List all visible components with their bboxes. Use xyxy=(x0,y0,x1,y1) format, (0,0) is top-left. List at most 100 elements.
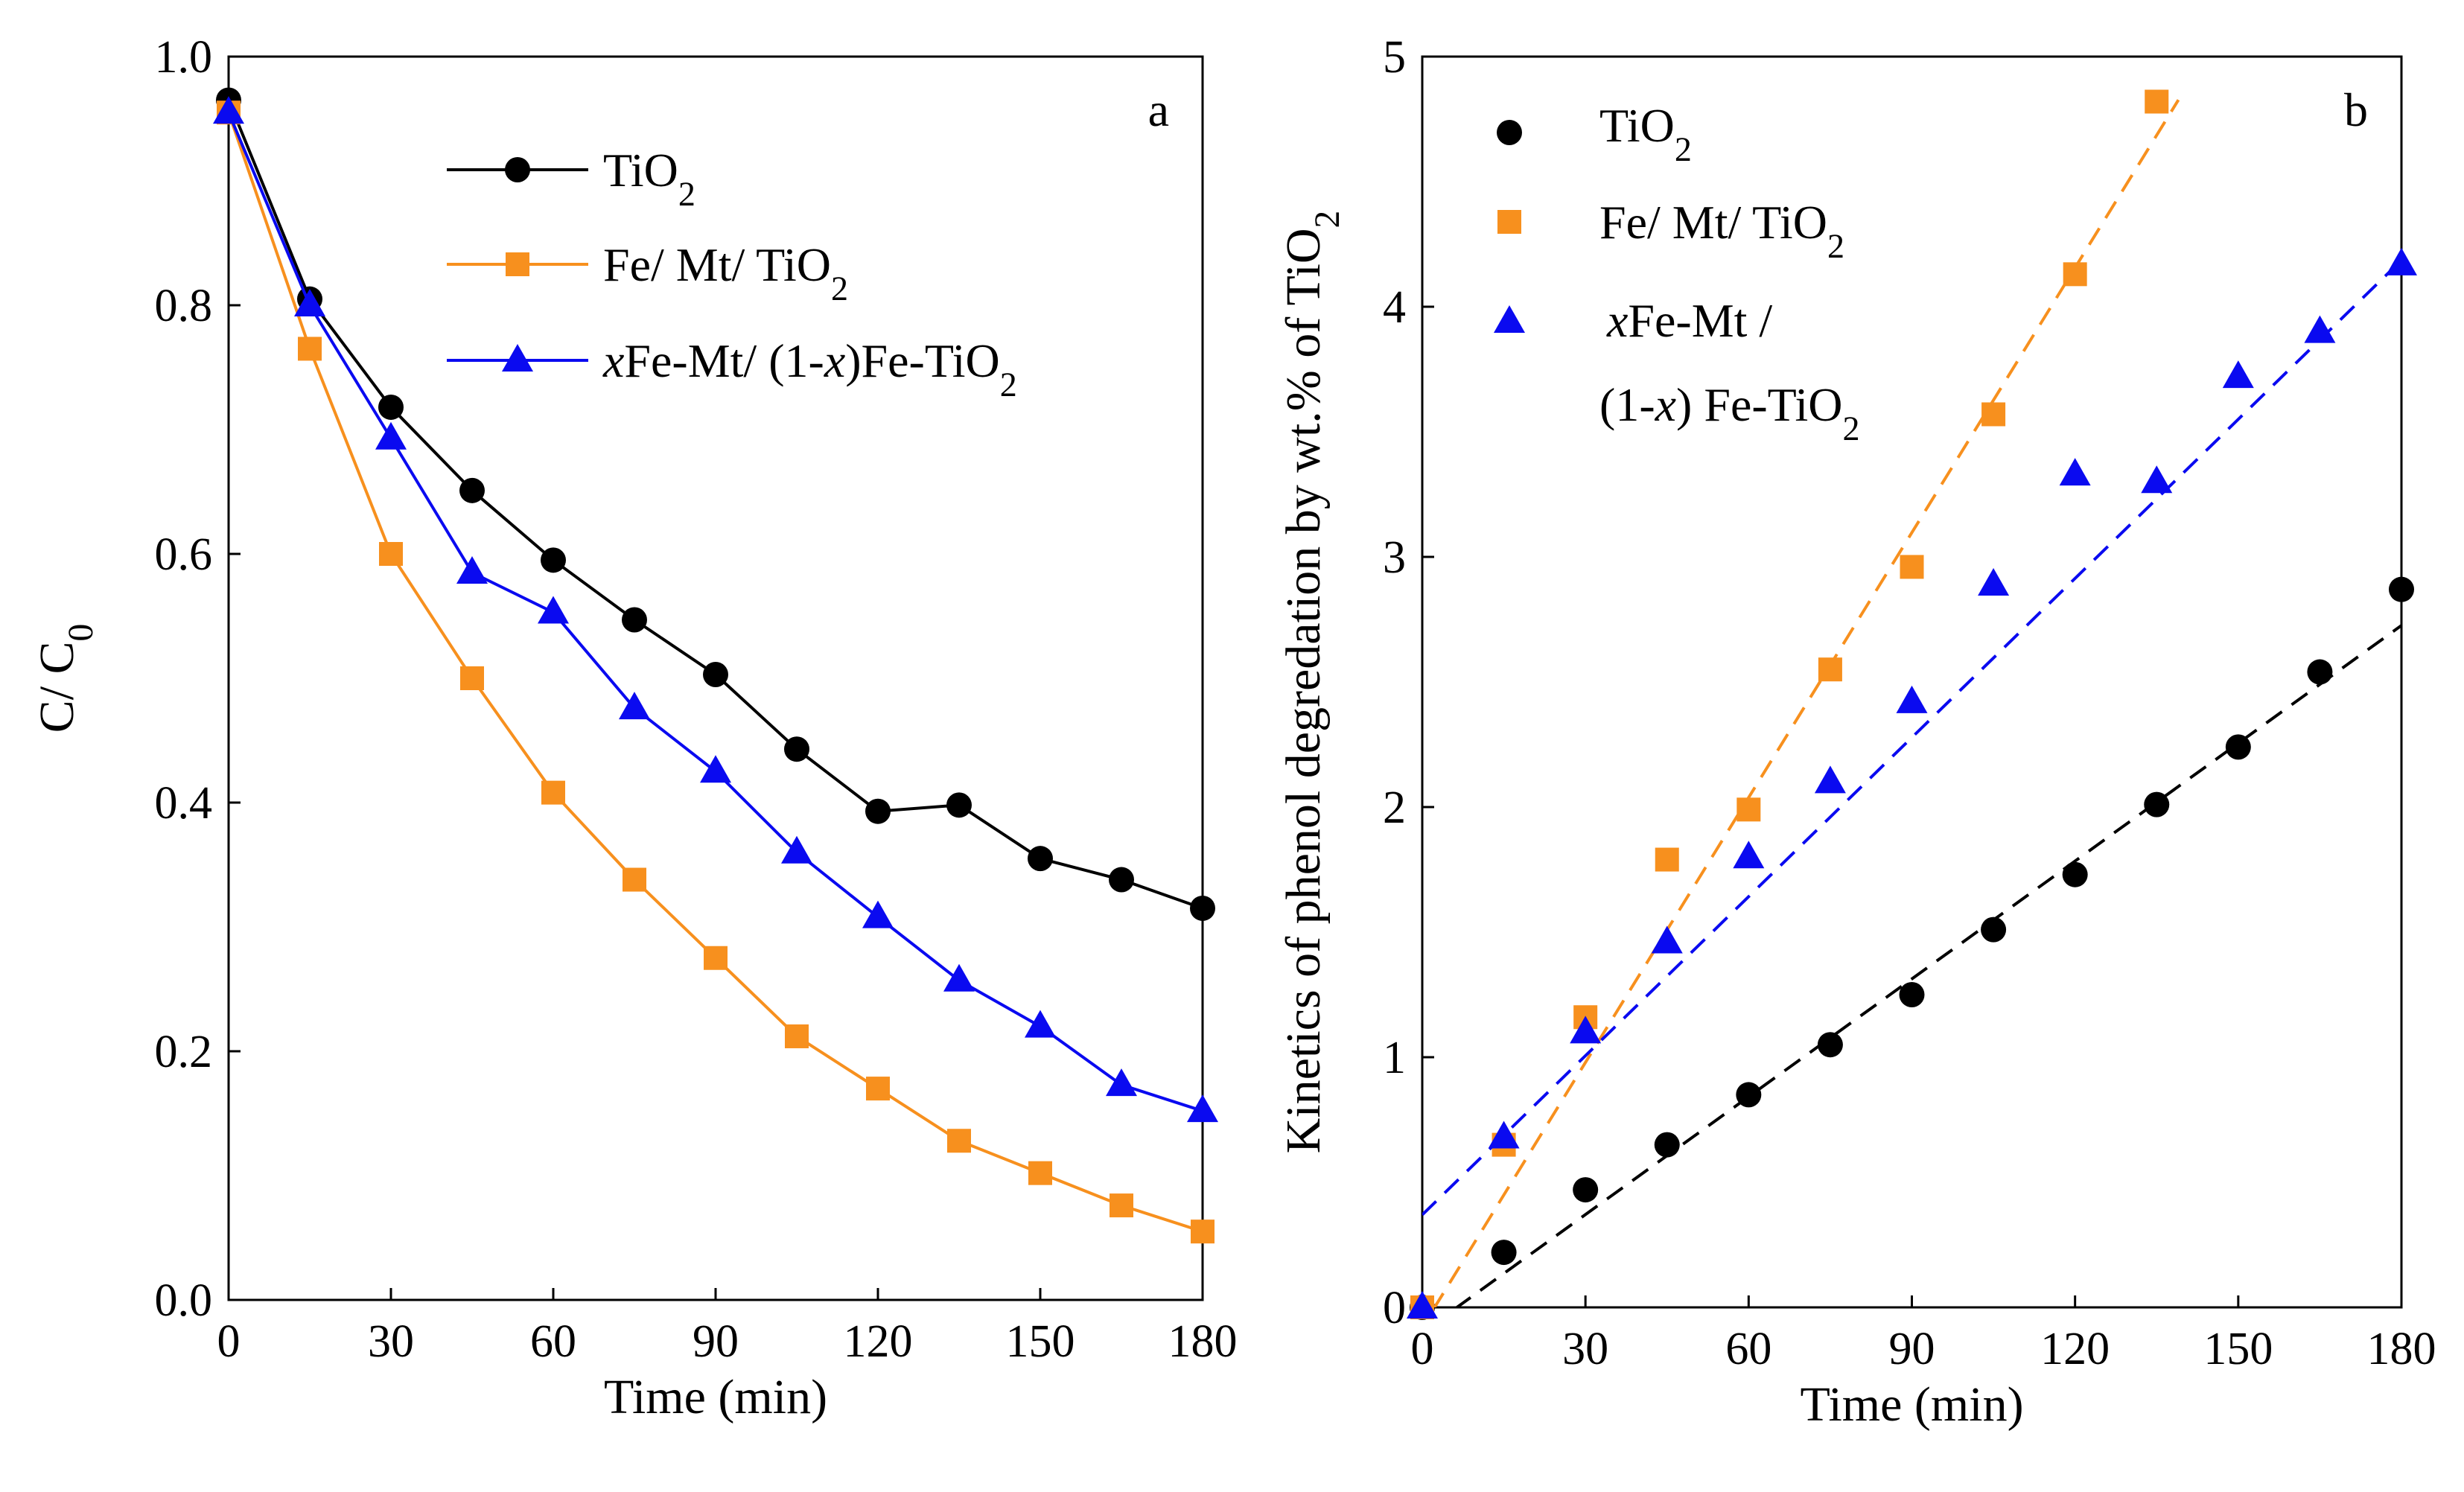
b-series-0 xyxy=(1410,576,2414,1320)
b-data-point xyxy=(2222,360,2254,389)
b-y-tick-label: 4 xyxy=(1383,282,1406,333)
b-x-tick-label: 60 xyxy=(1725,1324,1771,1374)
b-x-tick-label: 0 xyxy=(1411,1324,1434,1374)
a-data-point xyxy=(294,289,325,316)
b-data-point xyxy=(2141,465,2173,494)
b-fit-line xyxy=(1433,99,2180,1307)
a-legend-entry-1-text: Fe/ Mt/ TiO2 xyxy=(603,238,848,307)
a-data-point xyxy=(459,477,485,503)
b-data-point xyxy=(2386,247,2417,275)
b-series-1 xyxy=(1410,89,2180,1319)
b-data-point xyxy=(1900,555,1924,579)
a-x-axis-label: Time (min) xyxy=(604,1370,827,1424)
a-data-point xyxy=(784,736,809,762)
b-legend-entry-2-line-0-italic-var: x xyxy=(1606,294,1628,347)
a-data-point xyxy=(622,607,647,633)
a-y-axis-label: C/ C0 xyxy=(30,624,101,733)
b-legend-entry-0-line-0-main: TiO xyxy=(1599,99,1675,152)
a-series-line xyxy=(227,99,1203,910)
b-y-axis-label-main: Kinetics of phenol degredation by wt.% o… xyxy=(1276,228,1331,1153)
b-panel-label: b xyxy=(2344,83,2368,136)
a-legend-entry-1-main: Fe/ Mt/ TiO xyxy=(603,238,831,291)
b-x-tick-label: 150 xyxy=(2203,1324,2273,1374)
a-data-point xyxy=(1109,867,1134,893)
b-y-tick-label: 3 xyxy=(1383,532,1406,583)
b-y-tick-label: 2 xyxy=(1383,782,1406,833)
b-x-axis-label: Time (min) xyxy=(1800,1377,2023,1432)
a-data-point xyxy=(862,900,894,928)
a-data-point xyxy=(456,556,488,584)
a-data-point xyxy=(375,421,407,450)
a-series-2 xyxy=(213,96,1218,1123)
a-legend-marker xyxy=(505,157,530,182)
a-data-point xyxy=(866,1077,890,1101)
b-plot-frame xyxy=(1421,55,2403,1309)
a-series-1 xyxy=(217,101,1215,1244)
a-data-point xyxy=(946,792,972,818)
b-legend-entry-2-line-1-post: ) Fe-TiO xyxy=(1676,378,1842,431)
b-legend-entry-2-line-1-main: (1- xyxy=(1599,378,1655,431)
b-x-tick-label: 180 xyxy=(2367,1324,2436,1374)
a-data-point xyxy=(947,1129,971,1153)
b-data-point xyxy=(1981,402,2006,427)
b-data-point xyxy=(1570,1016,1602,1044)
a-data-point xyxy=(781,835,812,864)
b-data-point xyxy=(1654,1132,1680,1158)
a-data-point xyxy=(460,666,484,690)
b-data-point xyxy=(2145,89,2169,114)
a-y-tick-label: 0.8 xyxy=(155,281,213,331)
a-legend-entry-2-subscript: 2 xyxy=(1000,366,1017,404)
a-legend-entry-2-post: )Fe-TiO xyxy=(845,334,999,387)
a-series-0 xyxy=(216,87,1215,921)
a-y-tick-label: 0.0 xyxy=(155,1275,213,1326)
b-data-point xyxy=(2144,791,2170,817)
b-data-point xyxy=(1733,841,1765,869)
b-legend-entry-1-line-0-main: Fe/ Mt/ TiO xyxy=(1599,196,1827,249)
a-data-point xyxy=(703,661,728,687)
b-legend-marker xyxy=(1494,305,1525,333)
b-data-point xyxy=(2225,734,2251,760)
a-data-point xyxy=(1025,1010,1056,1038)
a-legend-entry-2-main: Fe-Mt/ (1- xyxy=(624,334,824,387)
a-x-tick-label: 90 xyxy=(693,1316,739,1367)
b-data-point xyxy=(2307,659,2333,685)
a-x-tick-label: 60 xyxy=(530,1316,576,1367)
a-data-point xyxy=(541,547,566,573)
b-data-point xyxy=(1981,916,2007,943)
a-legend-entry-0-text: TiO2 xyxy=(603,144,695,213)
b-data-point xyxy=(2059,458,2091,486)
a-legend-entry-1-subscript: 2 xyxy=(831,270,848,307)
b-data-point xyxy=(1814,765,1846,794)
b-legend-entry-1-line-0-subscript: 2 xyxy=(1827,227,1844,265)
a-x-tick-label: 180 xyxy=(1168,1316,1238,1367)
a-legend-entry-2-italic-var: x xyxy=(602,334,624,387)
b-legend-entry-2-line-1-italic-x: x xyxy=(1655,378,1676,431)
a-legend-marker xyxy=(502,344,533,372)
a-data-point xyxy=(623,867,646,892)
b-data-point xyxy=(1573,1177,1599,1203)
b-data-point xyxy=(1978,567,2010,596)
a-data-point xyxy=(541,780,565,805)
a-data-point xyxy=(1187,1094,1218,1123)
a-data-point xyxy=(1028,846,1053,872)
a-data-point xyxy=(1110,1193,1133,1218)
a-y-axis-label-subscript: 0 xyxy=(62,624,101,642)
a-y-tick-label: 0.4 xyxy=(155,778,213,829)
b-x-tick-label: 30 xyxy=(1562,1324,1608,1374)
b-legend-marker xyxy=(1497,120,1522,145)
b-y-tick-label: 5 xyxy=(1383,32,1406,83)
a-data-point xyxy=(700,755,731,783)
a-data-point xyxy=(865,798,891,824)
a-data-point xyxy=(943,963,975,992)
b-data-point xyxy=(1736,797,1761,822)
b-legend-entry-0-line-0-subscript: 2 xyxy=(1675,130,1692,168)
b-legend-entry-2-line-0-main: Fe-Mt / xyxy=(1628,294,1772,347)
b-fit-line xyxy=(1454,624,2401,1307)
b-legend-entry-0-line-0-text: TiO2 xyxy=(1599,99,1692,168)
a-y-tick-label: 0.2 xyxy=(155,1027,213,1077)
b-data-point xyxy=(1817,1032,1843,1058)
a-x-tick-label: 0 xyxy=(217,1316,241,1367)
b-data-point xyxy=(1896,685,1928,713)
a-legend-entry-2-italic-x: x xyxy=(824,334,845,387)
